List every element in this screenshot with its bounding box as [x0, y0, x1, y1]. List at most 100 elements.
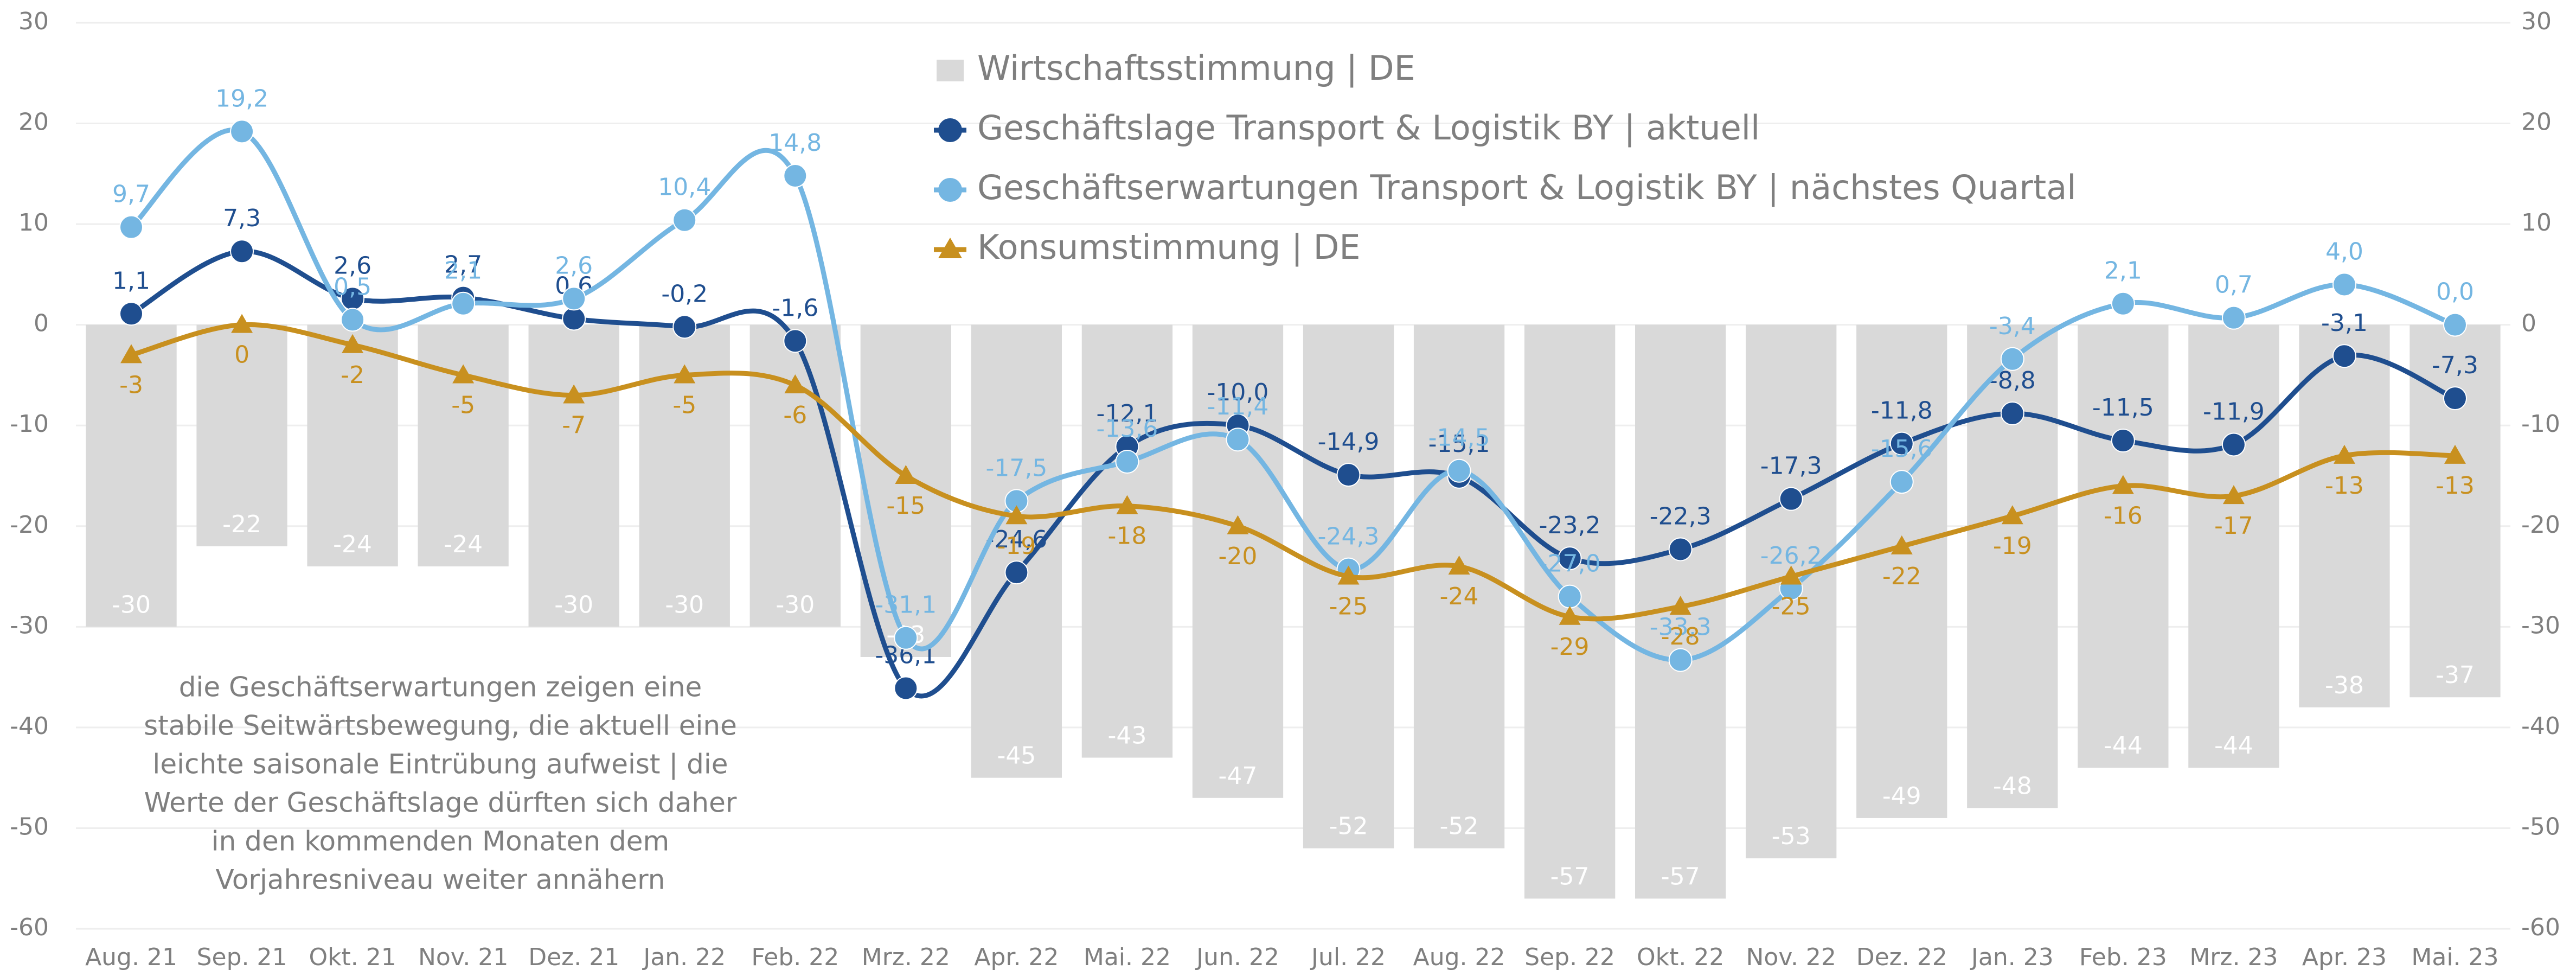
bar — [1303, 324, 1394, 849]
data-label: -19 — [997, 532, 1036, 560]
data-label: -7 — [562, 412, 586, 439]
y-tick-label: 20 — [18, 109, 49, 136]
data-label: -11,8 — [1871, 397, 1933, 425]
y2-tick-label: 0 — [2521, 310, 2536, 337]
data-label: -29 — [1550, 633, 1590, 661]
marker — [1115, 450, 1139, 474]
annotation: in den kommenden Monaten dem — [212, 826, 669, 857]
data-label: 10,4 — [658, 174, 711, 201]
bar — [2078, 324, 2169, 768]
marker — [341, 308, 365, 332]
data-label: -13 — [2325, 472, 2364, 500]
x-tick-label: Sep. 22 — [1524, 943, 1615, 971]
data-label: -11,9 — [2203, 398, 2265, 425]
y-tick-label: -30 — [10, 611, 49, 639]
data-label: 0,5 — [334, 273, 371, 301]
data-label: 4,0 — [2325, 238, 2363, 265]
y-tick-label: -60 — [10, 914, 49, 941]
marker — [230, 239, 254, 264]
bar-value-label: -43 — [1107, 722, 1146, 750]
bar — [1413, 324, 1505, 849]
data-label: -2 — [341, 361, 364, 389]
marker — [2222, 485, 2245, 505]
data-label: -15,6 — [1871, 435, 1933, 463]
x-tick-label: Okt. 22 — [1637, 943, 1724, 971]
marker — [230, 119, 254, 144]
marker — [784, 374, 806, 393]
marker — [1889, 431, 1914, 456]
y2-tick-label: -60 — [2521, 914, 2560, 941]
bar-value-label: -30 — [776, 591, 815, 618]
bar-value-label: -47 — [1219, 762, 1258, 790]
annotation: Vorjahresniveau weiter annähern — [216, 864, 665, 896]
data-label: 0,7 — [2215, 271, 2253, 299]
y-tick-label: 30 — [18, 8, 49, 35]
marker — [562, 307, 586, 331]
annotation: die Geschäftserwartungen zeigen eine — [179, 672, 702, 703]
x-tick-label: Feb. 23 — [2079, 943, 2167, 971]
x-tick-label: Feb. 22 — [751, 943, 839, 971]
x-tick-label: Mrz. 23 — [2189, 943, 2278, 971]
marker — [2221, 305, 2246, 330]
data-label: -25 — [1329, 593, 1368, 621]
data-label: -31,1 — [875, 591, 937, 619]
series-line — [130, 322, 2455, 622]
bar-value-label: -22 — [222, 511, 261, 538]
x-tick-label: Jan. 23 — [1970, 943, 2054, 971]
marker — [672, 315, 697, 339]
legend-label: Wirtschaftsstimmung | DE — [977, 48, 1415, 88]
marker — [1669, 596, 1691, 615]
data-label: -11,4 — [1207, 393, 1269, 420]
bar-value-label: -57 — [1661, 863, 1700, 890]
bar-value-label: -44 — [2214, 732, 2253, 760]
data-label: -22 — [1882, 563, 1921, 590]
x-tick-label: Apr. 23 — [2302, 943, 2387, 971]
marker — [1227, 515, 1249, 534]
data-label: 2,1 — [444, 257, 482, 285]
marker — [2111, 291, 2135, 316]
data-label: 2,6 — [334, 252, 371, 279]
marker — [2000, 401, 2024, 425]
bar — [1856, 324, 1947, 818]
bar — [2299, 324, 2390, 707]
y2-tick-label: -40 — [2521, 712, 2560, 740]
data-label: -3 — [119, 371, 143, 399]
bar — [1081, 324, 1173, 758]
bar-value-label: -38 — [2325, 672, 2364, 699]
data-label: -25 — [1772, 593, 1811, 621]
bar-value-label: -53 — [1772, 822, 1811, 850]
marker — [1116, 495, 1138, 514]
bar-value-label: -45 — [997, 742, 1036, 770]
data-label: 14,8 — [768, 129, 822, 157]
marker — [2001, 505, 2023, 525]
marker — [1558, 546, 1582, 571]
data-label: 9,7 — [112, 181, 150, 208]
bar — [86, 324, 177, 627]
x-tick-label: Aug. 22 — [1413, 943, 1505, 971]
data-label: -14,5 — [1428, 424, 1490, 452]
bar — [2188, 324, 2279, 768]
x-tick-label: Aug. 21 — [85, 943, 177, 971]
y2-tick-label: 20 — [2521, 109, 2552, 136]
legend-label: Geschäftslage Transport & Logistik BY | … — [977, 108, 1760, 148]
marker — [894, 626, 918, 650]
x-tick-label: Okt. 21 — [309, 943, 396, 971]
bar-value-label: -30 — [112, 591, 151, 618]
marker — [1889, 470, 1914, 494]
data-label: -12,1 — [1097, 400, 1158, 428]
legend-swatch — [937, 60, 964, 81]
annotation: stabile Seitwärtsbewegung, die aktuell e… — [144, 710, 737, 742]
data-label: -19 — [1993, 532, 2032, 560]
marker — [2443, 386, 2467, 411]
legend-label: Geschäftserwartungen Transport & Logisti… — [977, 168, 2076, 208]
data-label: -15 — [886, 492, 925, 520]
x-tick-label: Nov. 22 — [1746, 943, 1836, 971]
data-label: -33,3 — [1650, 614, 1712, 641]
marker — [2332, 272, 2356, 297]
marker — [563, 384, 585, 404]
bar-value-label: -24 — [444, 531, 483, 558]
data-label: -17,5 — [985, 454, 1047, 482]
data-label: -5 — [672, 391, 696, 419]
y2-tick-label: -10 — [2521, 410, 2560, 438]
x-tick-label: Mrz. 22 — [862, 943, 950, 971]
